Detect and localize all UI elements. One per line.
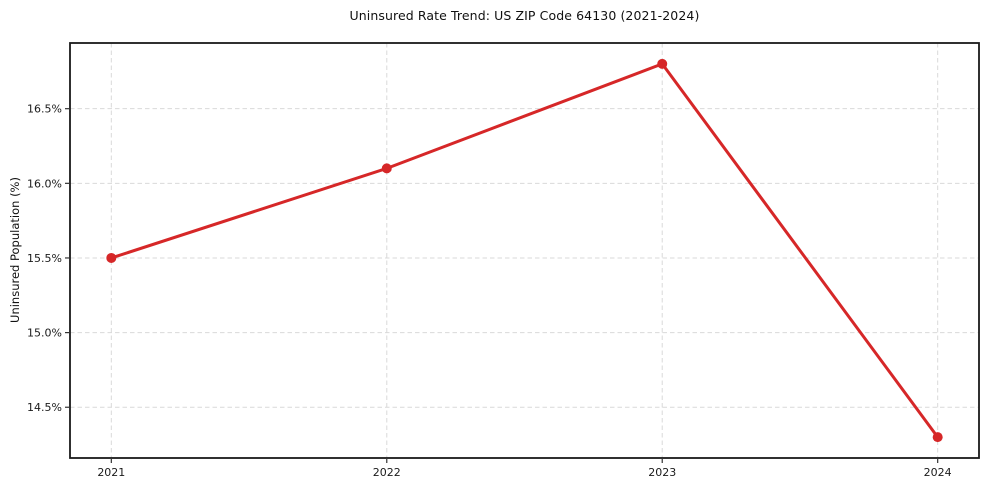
x-tick-label: 2023 — [648, 466, 676, 479]
x-tick-label: 2022 — [373, 466, 401, 479]
y-tick-label: 15.5% — [27, 252, 62, 265]
data-point — [381, 163, 392, 174]
y-tick-label: 14.5% — [27, 401, 62, 414]
y-tick-label: 15.0% — [27, 327, 62, 340]
chart-title: Uninsured Rate Trend: US ZIP Code 64130 … — [349, 8, 700, 23]
y-tick-label: 16.0% — [27, 177, 62, 190]
trend-line — [109, 62, 940, 439]
data-point — [106, 252, 117, 263]
y-tick-label: 16.5% — [27, 103, 62, 116]
data-point — [932, 432, 943, 443]
x-tick-label: 2024 — [924, 466, 952, 479]
plot-spines — [69, 42, 980, 459]
data-point — [657, 58, 668, 69]
x-tick-label: 2021 — [97, 466, 125, 479]
